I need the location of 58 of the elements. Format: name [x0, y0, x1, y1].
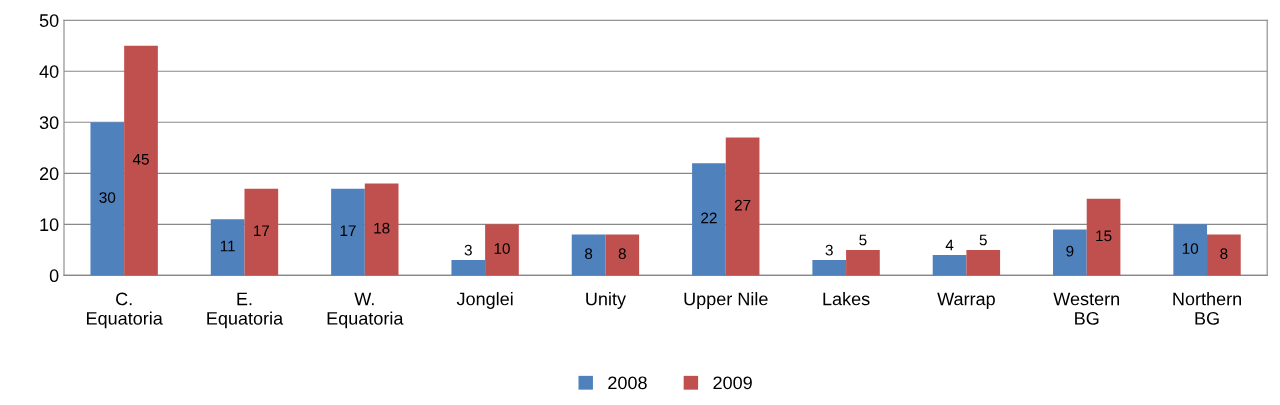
- bar: [1053, 229, 1087, 276]
- y-tick-label: 10: [40, 218, 59, 232]
- data-label: 10: [1182, 243, 1199, 254]
- data-label: 5: [859, 234, 867, 246]
- data-label: 18: [374, 222, 390, 234]
- x-tick-label: E. Equatoria: [207, 292, 284, 329]
- x-tick-label: C. Equatoria: [87, 292, 163, 329]
- bar: [331, 188, 365, 276]
- y-tick-label: 40: [39, 65, 59, 78]
- legend-label: 2008: [608, 376, 647, 390]
- bar: [725, 137, 760, 276]
- data-label: 9: [1066, 245, 1074, 257]
- legend-label: 2009: [713, 376, 752, 390]
- x-tick-label: Unity: [586, 292, 626, 309]
- x-tick-label: Upper Nile: [684, 292, 768, 309]
- data-label: 27: [734, 199, 751, 211]
- bar: [605, 234, 640, 276]
- data-label: 17: [340, 225, 356, 236]
- data-label: 8: [585, 248, 593, 260]
- bar: [692, 163, 726, 276]
- bar: [1173, 224, 1208, 276]
- bar: [846, 249, 880, 276]
- x-tick-label: Jonglei: [456, 292, 513, 309]
- data-label: 15: [1096, 230, 1112, 242]
- y-tick-label: 20: [39, 167, 59, 181]
- bar: [124, 45, 158, 276]
- bar: [244, 188, 279, 276]
- data-label: 45: [132, 154, 149, 165]
- y-tick-label: 0: [49, 269, 59, 283]
- data-label: 22: [701, 212, 717, 224]
- data-label: 10: [494, 243, 510, 254]
- data-label: 3: [825, 244, 833, 256]
- y-tick-label: 30: [39, 116, 59, 130]
- data-label: 11: [220, 240, 235, 252]
- data-label: 8: [1220, 248, 1228, 260]
- bar: [451, 260, 486, 276]
- bar: [1086, 198, 1121, 276]
- data-label: 3: [464, 244, 472, 256]
- x-tick-label: W. Equatoria: [327, 292, 404, 329]
- bar: [932, 254, 967, 276]
- data-label: 8: [618, 248, 626, 260]
- bar: [1207, 234, 1241, 276]
- x-tick-label: Western BG: [1053, 292, 1119, 325]
- data-label: 4: [945, 239, 954, 251]
- bar: [966, 249, 1001, 276]
- data-label: 30: [99, 192, 116, 203]
- x-tick-label: Northern BG: [1173, 292, 1241, 325]
- bar: [210, 219, 245, 276]
- x-tick-label: Lakes: [823, 292, 870, 306]
- bar: [571, 234, 606, 276]
- bar: [485, 224, 519, 276]
- bar: [90, 122, 125, 276]
- bar: [364, 183, 399, 276]
- data-label: 17: [253, 225, 270, 236]
- data-label: 5: [979, 234, 987, 246]
- bar: [812, 260, 847, 276]
- y-tick-label: 50: [39, 14, 59, 27]
- x-tick-label: Warrap: [937, 292, 995, 309]
